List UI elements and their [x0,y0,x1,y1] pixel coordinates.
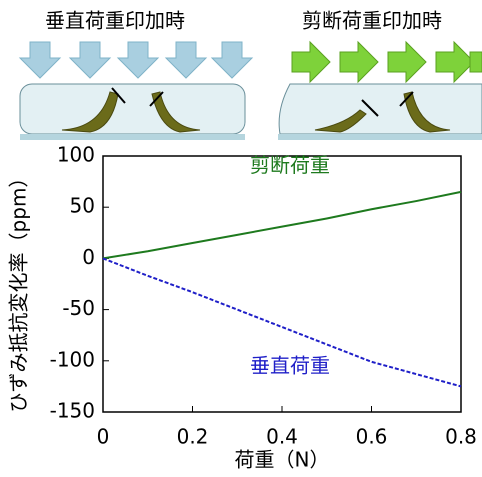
x-tick-label: 0 [97,425,110,449]
y-tick-label: -100 [50,347,95,371]
y-tick-label: 100 [57,143,95,167]
x-axis-label: 荷重（N） [235,448,330,472]
normal-load-diagram [20,42,252,140]
y-axis-label: ひずみ抵抗変化率（ppm） [7,168,31,413]
x-tick-label: 0.2 [177,425,209,449]
diagram-title: 垂直荷重印加時 [45,9,185,33]
figure: 垂直荷重印加時 剪断荷重印加時 ひずみ抵抗変化率（ppm） 荷重（N） -150… [0,0,482,473]
x-tick-label: 0.4 [266,425,298,449]
x-tick-label: 0.8 [445,425,477,449]
series-label: 剪断荷重 [250,153,330,177]
series-label: 垂直荷重 [250,354,330,378]
shear-load-diagram [278,42,482,140]
series-line [103,192,461,259]
y-tick-label: -150 [50,399,95,423]
diagram-title: 剪断荷重印加時 [302,9,442,33]
y-tick-label: 0 [82,245,95,269]
y-tick-label: -50 [62,296,95,320]
x-tick-label: 0.6 [356,425,388,449]
y-tick-label: 50 [70,194,95,218]
